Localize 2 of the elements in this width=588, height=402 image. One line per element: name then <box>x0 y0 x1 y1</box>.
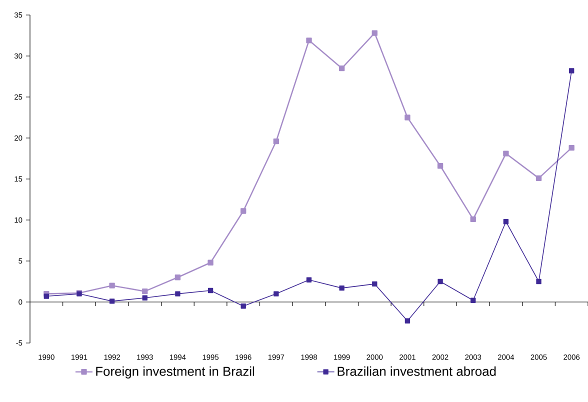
legend-label: Foreign investment in Brazil <box>96 366 254 378</box>
legend-label: Brazilian investment abroad <box>338 366 496 376</box>
